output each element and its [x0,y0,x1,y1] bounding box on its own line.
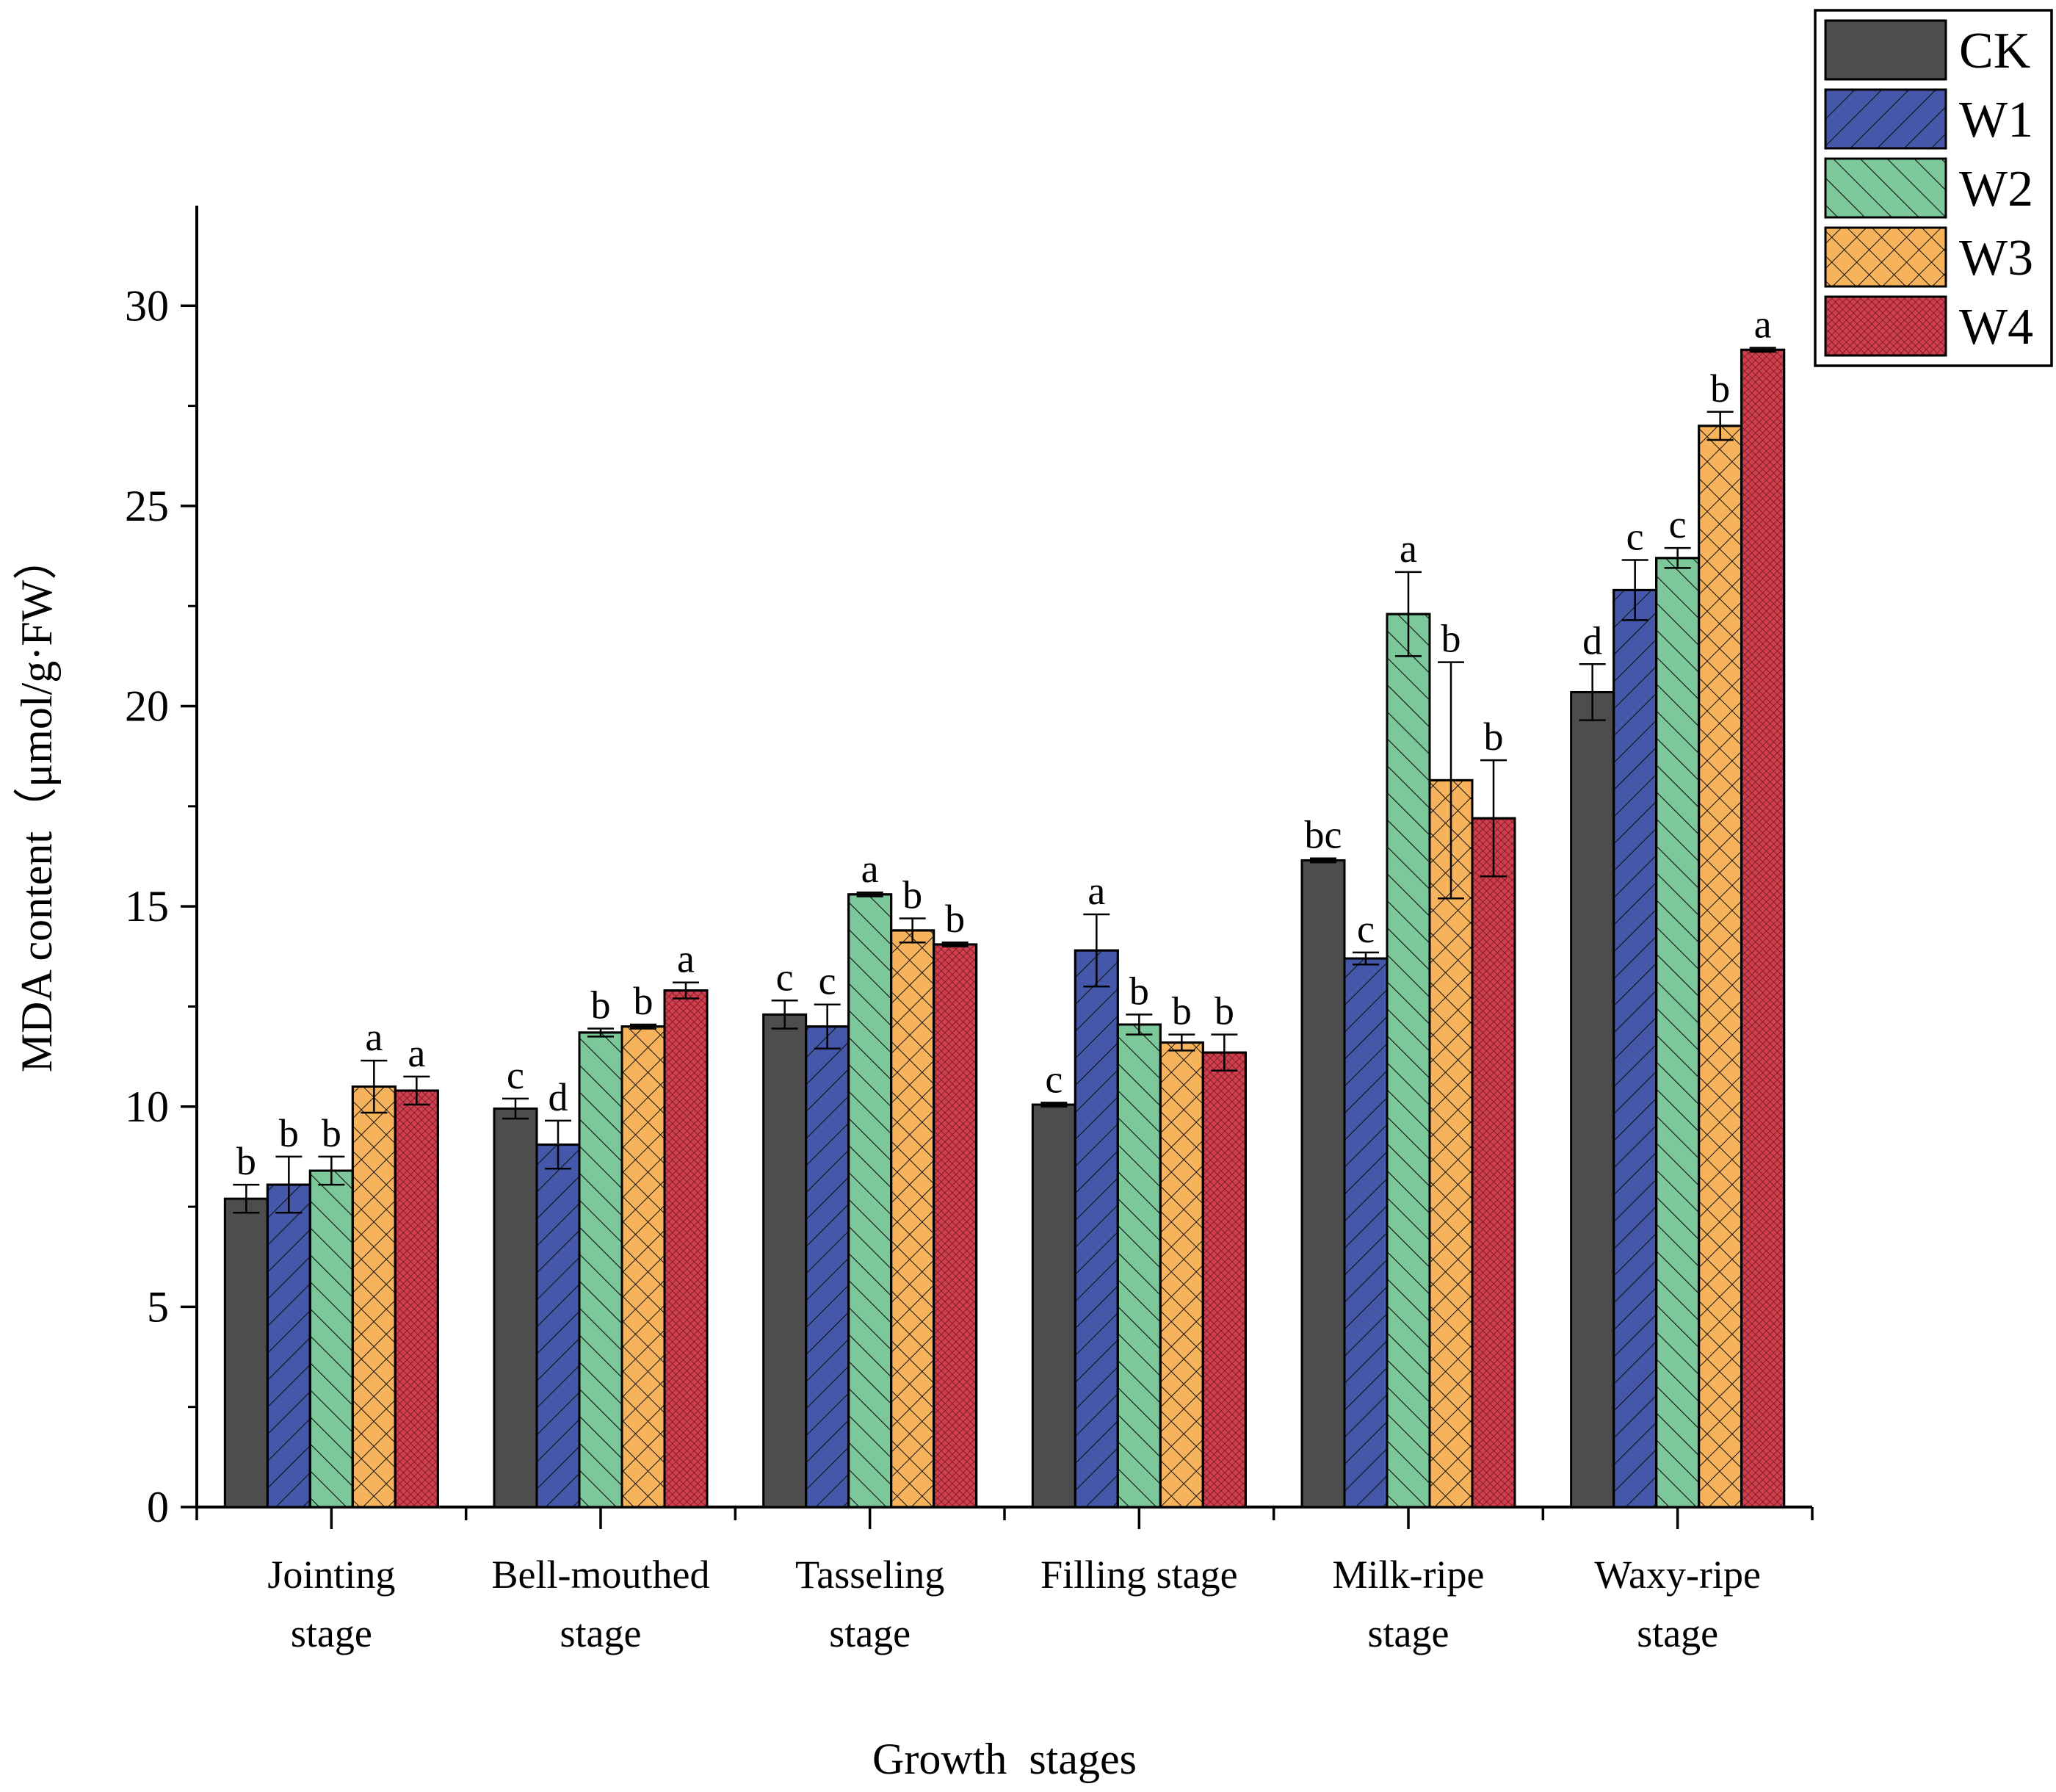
significance-letter: a [365,1015,383,1059]
bar-pattern-w4 [1201,1051,1247,1509]
bar-pattern-w2 [1386,613,1431,1509]
bar-pattern-w2 [578,1031,623,1509]
bar-pattern-w4 [663,989,709,1509]
bar-pattern-w4 [394,1089,439,1509]
legend-label: CK [1959,23,2030,79]
bar-pattern-w2 [1655,557,1701,1509]
bar-pattern-w3 [1428,778,1474,1509]
y-axis-title: MDA content（μmol/g·FW） [12,536,61,1072]
bar-pattern-w4 [933,943,978,1509]
bar-pattern-w2 [847,893,893,1509]
significance-letter: a [677,937,695,981]
category-label: Filling stage [1040,1553,1238,1597]
legend-label: W1 [1959,92,2033,148]
category-label: stage [1368,1611,1449,1655]
bar-pattern-w1 [1612,588,1658,1509]
x-axis-ticks [195,1507,1814,1529]
significance-letter: b [1710,366,1730,411]
bar-ck [223,1197,269,1509]
y-tick-label: 25 [125,482,169,530]
category-label: Waxy-ripe [1594,1553,1761,1597]
x-axis-title: Growth stages [872,1735,1137,1783]
y-tick-label: 20 [125,682,169,731]
significance-letter: b [1441,617,1461,661]
y-tick-label: 10 [125,1083,169,1131]
significance-letter: c [819,959,836,1003]
significance-letter: b [1215,989,1234,1033]
significance-letter: a [408,1031,425,1075]
significance-letter: a [1087,869,1105,913]
significance-letter: c [1357,907,1375,951]
significance-letter: b [902,873,922,917]
y-tick-label: 30 [125,281,169,330]
category-label: stage [1637,1611,1718,1655]
bar-series-group [223,348,1786,1509]
bar-pattern-w4 [1740,348,1786,1509]
y-tick-label: 5 [147,1282,169,1331]
significance-letter: b [634,979,654,1023]
y-axis-ticks: 0 5 10 15 20 25 30 [125,281,197,1531]
legend-swatch-pattern [1824,157,1947,219]
bar-pattern-w3 [1698,424,1743,1509]
bar-pattern-w3 [1159,1041,1204,1509]
significance-letter: b [1484,715,1504,759]
category-label: stage [829,1611,911,1655]
y-tick-label: 0 [147,1483,169,1531]
bar-ck [1031,1103,1076,1509]
significance-letter: a [861,847,879,891]
significance-letter: c [1045,1057,1063,1101]
legend-label: W3 [1959,230,2033,286]
legend-swatch-pattern [1824,88,1947,150]
bar-pattern-w3 [351,1085,397,1509]
bar-pattern-w1 [1343,957,1389,1509]
significance-letter: b [1129,969,1149,1013]
significance-letter: b [1172,989,1192,1033]
bar-pattern-w1 [1074,949,1119,1509]
significance-letter: b [591,983,611,1027]
significance-letter: a [1754,303,1772,347]
legend-swatch-pattern [1824,226,1947,288]
y-tick-label: 15 [125,882,169,931]
legend-label: W2 [1959,161,2033,217]
bar-pattern-w3 [620,1025,666,1509]
significance-letter: b [236,1139,256,1183]
legend-swatch-pattern [1824,295,1947,357]
significance-letter: c [507,1053,524,1097]
bar-ck [1570,690,1615,1509]
category-label: stage [560,1611,642,1655]
significance-letter: c [1669,502,1687,546]
significance-letter: c [776,955,794,999]
category-label: Bell-mouthed [492,1553,710,1597]
bar-pattern-w1 [805,1025,850,1509]
significance-letter: d [1582,618,1602,662]
bar-ck [1300,859,1346,1509]
bar-pattern-w1 [535,1144,581,1509]
error-bar-group [233,347,1776,1214]
bar-pattern-w2 [1116,1023,1162,1509]
bar-pattern-w1 [266,1183,311,1509]
bar-pattern-w2 [308,1169,354,1509]
significance-letter: c [1626,515,1644,559]
category-label: Tasseling [795,1553,944,1597]
bar-ck [762,1013,808,1509]
bar-pattern-w3 [890,929,935,1509]
legend-label: W4 [1959,299,2033,355]
significance-letter: a [1400,527,1417,571]
significance-letter: b [279,1111,299,1155]
category-label-group: Jointing stage Bell-mouthed stage Tasseling s… [267,1553,1761,1655]
category-label: stage [291,1611,372,1655]
significance-letter: b [945,897,965,941]
significance-letter: bc [1305,813,1342,857]
category-label: Milk-ripe [1333,1553,1485,1597]
significance-letter: b [322,1111,341,1155]
legend: CK W1 W2 W3 W4 [1814,9,2053,367]
bar-ck [493,1107,538,1509]
bar-pattern-w4 [1471,817,1516,1509]
category-label: Jointing [267,1553,395,1597]
significance-letter: d [549,1075,568,1119]
legend-swatch-ck [1824,19,1947,81]
